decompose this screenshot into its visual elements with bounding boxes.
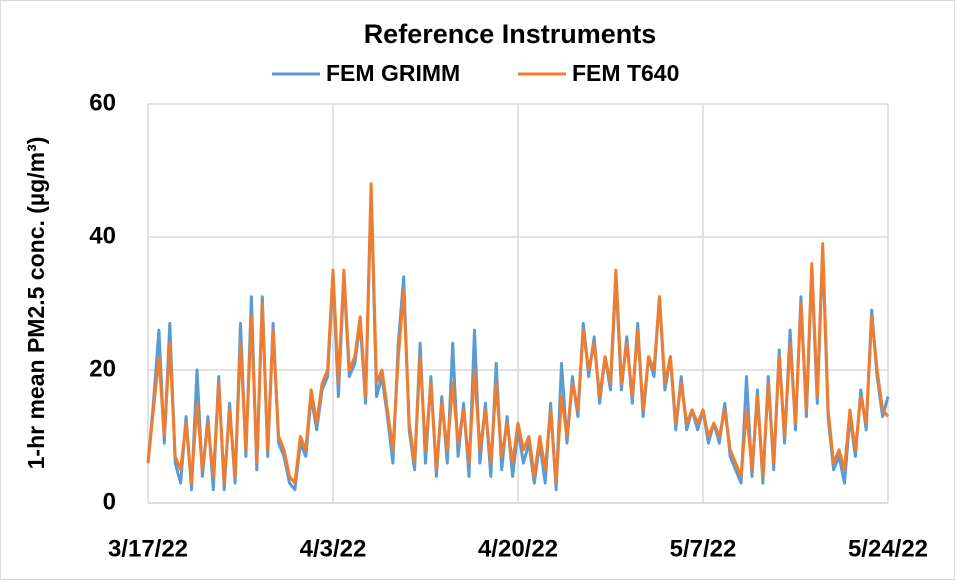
y-tick-label: 40 — [89, 222, 116, 249]
x-tick-label: 4/20/22 — [478, 535, 558, 562]
x-tick-label: 4/3/22 — [300, 535, 367, 562]
series-line — [146, 182, 890, 485]
legend-label: FEM GRIMM — [326, 60, 460, 86]
y-tick-label: 60 — [89, 89, 116, 116]
y-tick-label: 20 — [89, 355, 116, 382]
x-tick-label: 5/7/22 — [670, 535, 737, 562]
legend-label: FEM T640 — [572, 60, 679, 86]
x-tick-label: 5/24/22 — [848, 535, 928, 562]
chart-title: Reference Instruments — [364, 19, 657, 49]
x-tick-label: 3/17/22 — [108, 535, 188, 562]
y-axis-label: 1-hr mean PM2.5 conc. (µg/m³) — [23, 137, 49, 470]
y-tick-label: 0 — [103, 488, 116, 515]
